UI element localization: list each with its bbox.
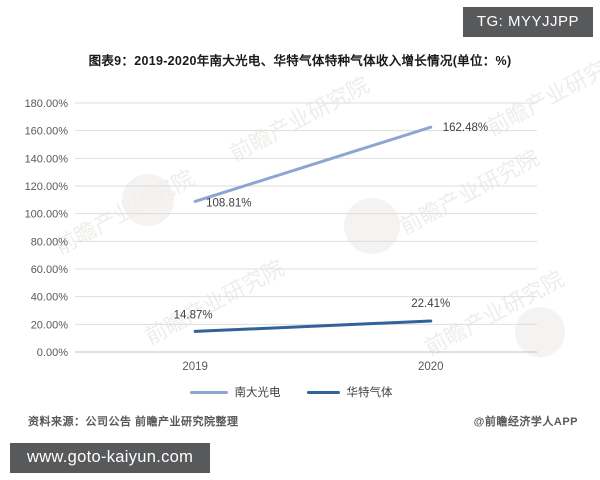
legend-item-series-1: 华特气体 <box>306 384 393 400</box>
watermark-logo-icon <box>515 307 565 357</box>
legend-label: 南大光电 <box>234 387 281 399</box>
y-tick-label: 160.00% <box>25 126 69 138</box>
x-tick-label: 2019 <box>182 361 208 373</box>
legend-label: 华特气体 <box>346 387 393 399</box>
site-badge: www.goto-kaiyun.com <box>10 443 211 473</box>
legend-item-series-0: 南大光电 <box>189 384 281 400</box>
y-tick-label: 60.00% <box>31 264 69 276</box>
legend-line-sample-icon <box>189 390 228 394</box>
footer: 资料来源：公司公告 前瞻产业研究院整理 @前瞻经济学人APP <box>28 413 578 429</box>
y-tick-label: 0.00% <box>37 347 68 359</box>
credit-note: @前瞻经济学人APP <box>473 416 578 428</box>
y-tick-label: 20.00% <box>31 319 69 331</box>
legend-line-sample-icon <box>306 390 340 394</box>
data-label: 108.81% <box>206 197 251 209</box>
data-label: 14.87% <box>174 309 213 321</box>
source-note: 资料来源：公司公告 前瞻产业研究院整理 <box>28 416 239 428</box>
chart-title: 图表9：2019-2020年南大光电、华特气体特种气体收入增长情况(单位：%) <box>88 54 512 68</box>
watermark-text: 前瞻产业研究院 <box>483 46 600 140</box>
watermark-text: 前瞻产业研究院 <box>51 165 199 259</box>
series-line-1 <box>193 319 433 333</box>
y-tick-label: 40.00% <box>31 292 69 304</box>
watermark-text: 前瞻产业研究院 <box>396 145 544 239</box>
y-tick-label: 100.00% <box>25 209 69 221</box>
data-label: 22.41% <box>411 298 450 310</box>
tg-badge: TG: MYYJJPP <box>462 7 593 37</box>
data-label: 162.48% <box>443 122 488 134</box>
series-line-0 <box>193 125 433 203</box>
x-tick-label: 2020 <box>418 361 444 373</box>
y-tick-label: 140.00% <box>25 153 69 165</box>
watermark-logo-icon <box>122 174 174 226</box>
legend: 南大光电 华特气体 <box>0 384 591 400</box>
y-tick-label: 180.00% <box>25 98 69 110</box>
watermark-logo-icon <box>344 198 400 254</box>
y-tick-label: 80.00% <box>31 236 69 248</box>
y-tick-label: 120.00% <box>25 181 69 193</box>
